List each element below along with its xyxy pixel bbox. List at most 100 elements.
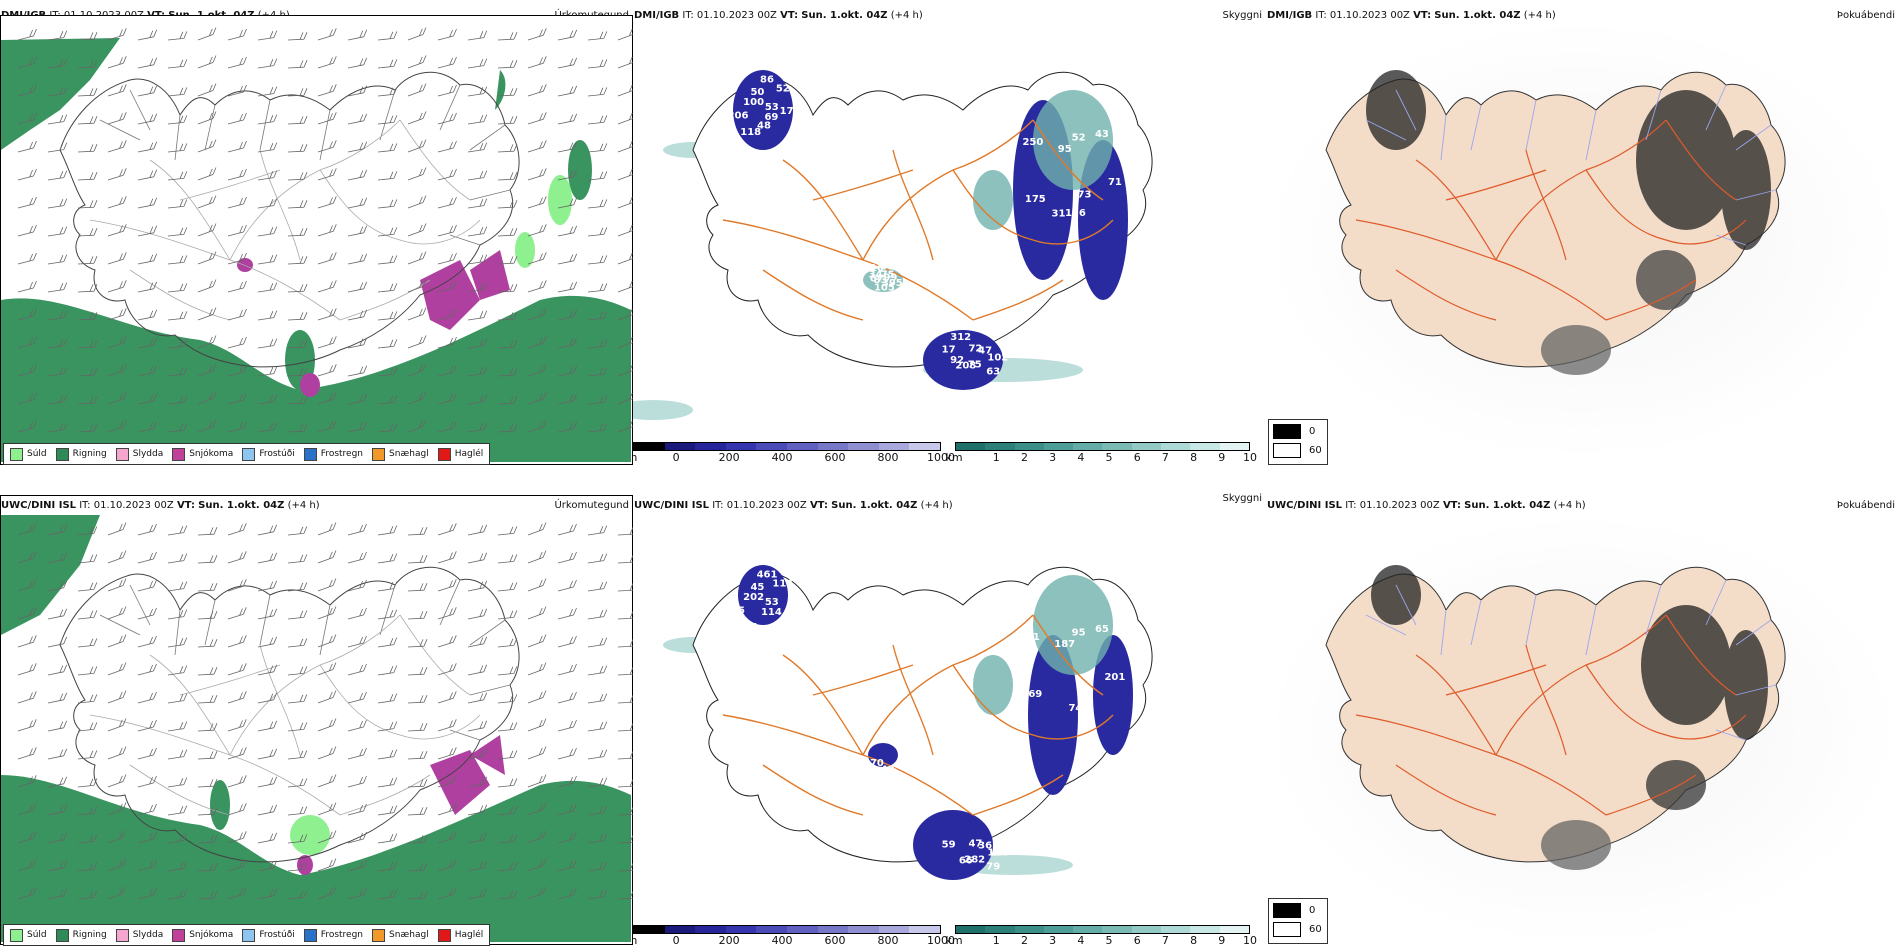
wind-barb <box>287 862 308 872</box>
wind-barb <box>197 891 218 900</box>
wind-barb <box>557 57 578 69</box>
wind-barb <box>347 691 367 704</box>
wind-barb <box>47 692 68 704</box>
legend-label: Haglél <box>454 930 484 940</box>
wind-barb <box>17 775 37 788</box>
wind-barb <box>47 608 68 620</box>
wind-barb <box>167 553 188 564</box>
wind-barb <box>617 420 633 433</box>
wind-barb <box>467 282 488 293</box>
wind-barb <box>77 750 98 760</box>
wind-barb <box>407 391 427 405</box>
wind-barb <box>587 777 608 788</box>
cloud-base-label: 175 <box>1025 194 1046 205</box>
legend-item: Frostúði <box>242 447 295 461</box>
wind-barb <box>467 254 488 265</box>
wind-barb <box>377 171 398 181</box>
wind-barb <box>557 635 577 648</box>
colorbar-tick: 10 <box>1243 451 1257 464</box>
wind-barb <box>497 666 518 676</box>
wind-barb <box>527 224 547 237</box>
wind-barb <box>407 891 428 900</box>
wind-barb <box>287 666 308 676</box>
cloud-base-label: 73 <box>1078 190 1092 201</box>
fog-legend-item: 60 <box>1269 918 1327 937</box>
wind-barb <box>317 112 337 125</box>
wind-barb <box>317 886 337 900</box>
wind-barb <box>557 831 577 844</box>
wind-barb <box>557 887 577 900</box>
wind-barb <box>437 747 457 760</box>
wind-barb <box>107 252 127 265</box>
wind-barb <box>437 252 457 265</box>
legend-swatch <box>172 928 186 942</box>
wind-barb <box>527 550 547 564</box>
colorbar-step <box>664 926 696 933</box>
colorbar-tick: 5 <box>1105 451 1113 464</box>
wind-barb <box>437 84 457 97</box>
wind-barb <box>587 59 608 69</box>
colorbar-tick: 7 <box>1161 934 1169 947</box>
cloud-base-label: 69 <box>764 112 778 123</box>
wind-barb <box>437 308 457 321</box>
wind-barb <box>257 226 278 237</box>
legend-swatch <box>372 447 386 461</box>
wind-barb <box>47 776 68 788</box>
wind-barb <box>197 835 218 844</box>
cloud-base-label: 99 <box>883 273 897 284</box>
wind-barb <box>377 637 398 648</box>
wind-barb <box>587 609 608 620</box>
legend-item: Súld <box>10 928 47 942</box>
wind-barb <box>137 775 157 788</box>
panel-title: Skyggni <box>1222 493 1262 504</box>
wind-barb <box>287 722 308 732</box>
wind-barb <box>167 199 188 209</box>
cloud-base-label: 47 <box>968 839 982 850</box>
wind-barb <box>527 802 547 816</box>
wind-barb <box>587 283 608 293</box>
wind-barb <box>137 225 158 237</box>
cloud-base-label: 17 <box>942 344 956 355</box>
colorbar-step <box>725 443 757 450</box>
wind-barb <box>107 140 127 153</box>
wind-barb <box>107 28 127 41</box>
legend-label: Rigning <box>72 449 107 459</box>
cloud-panel-top: DMI/IGB IT: 01.10.2023 00Z VT: Sun. 1.ok… <box>633 0 1266 475</box>
wind-barb <box>77 526 98 536</box>
wind-barb <box>437 140 457 153</box>
colorbar-step <box>985 926 1015 933</box>
wind-barb <box>587 581 608 592</box>
wind-barb <box>77 116 98 125</box>
wind-barb <box>257 664 278 676</box>
legend-item: Rigning <box>55 447 107 461</box>
wind-barb <box>17 196 37 209</box>
wind-barb <box>347 337 368 349</box>
wind-barb <box>227 775 247 788</box>
wind-barb <box>167 889 188 900</box>
wind-barb <box>347 719 367 732</box>
legend-swatch <box>55 447 69 461</box>
wind-barb <box>587 861 608 872</box>
cloud-base-label: 95 <box>1072 628 1086 639</box>
wind-barb <box>377 227 398 237</box>
wind-barb <box>257 552 278 564</box>
fog-legend-label: 0 <box>1309 426 1316 437</box>
wind-barb <box>317 336 337 349</box>
wind-barb <box>137 579 157 592</box>
wind-barb <box>257 776 278 788</box>
colorbar-tick: 400 <box>771 934 793 947</box>
wind-barb <box>377 87 398 97</box>
wind-barb <box>617 336 633 349</box>
wind-barb <box>167 227 188 237</box>
wind-barb <box>107 522 127 536</box>
wind-barb <box>317 690 337 704</box>
wind-barb <box>167 609 188 620</box>
wind-barb <box>557 169 578 181</box>
wind-barb <box>77 582 98 592</box>
wind-barb <box>107 634 127 648</box>
wind-barb <box>587 87 608 97</box>
wind-barb <box>227 364 247 377</box>
wind-barb <box>467 776 488 788</box>
wind-barb <box>47 888 68 900</box>
legend-item: Slydda <box>115 928 163 942</box>
